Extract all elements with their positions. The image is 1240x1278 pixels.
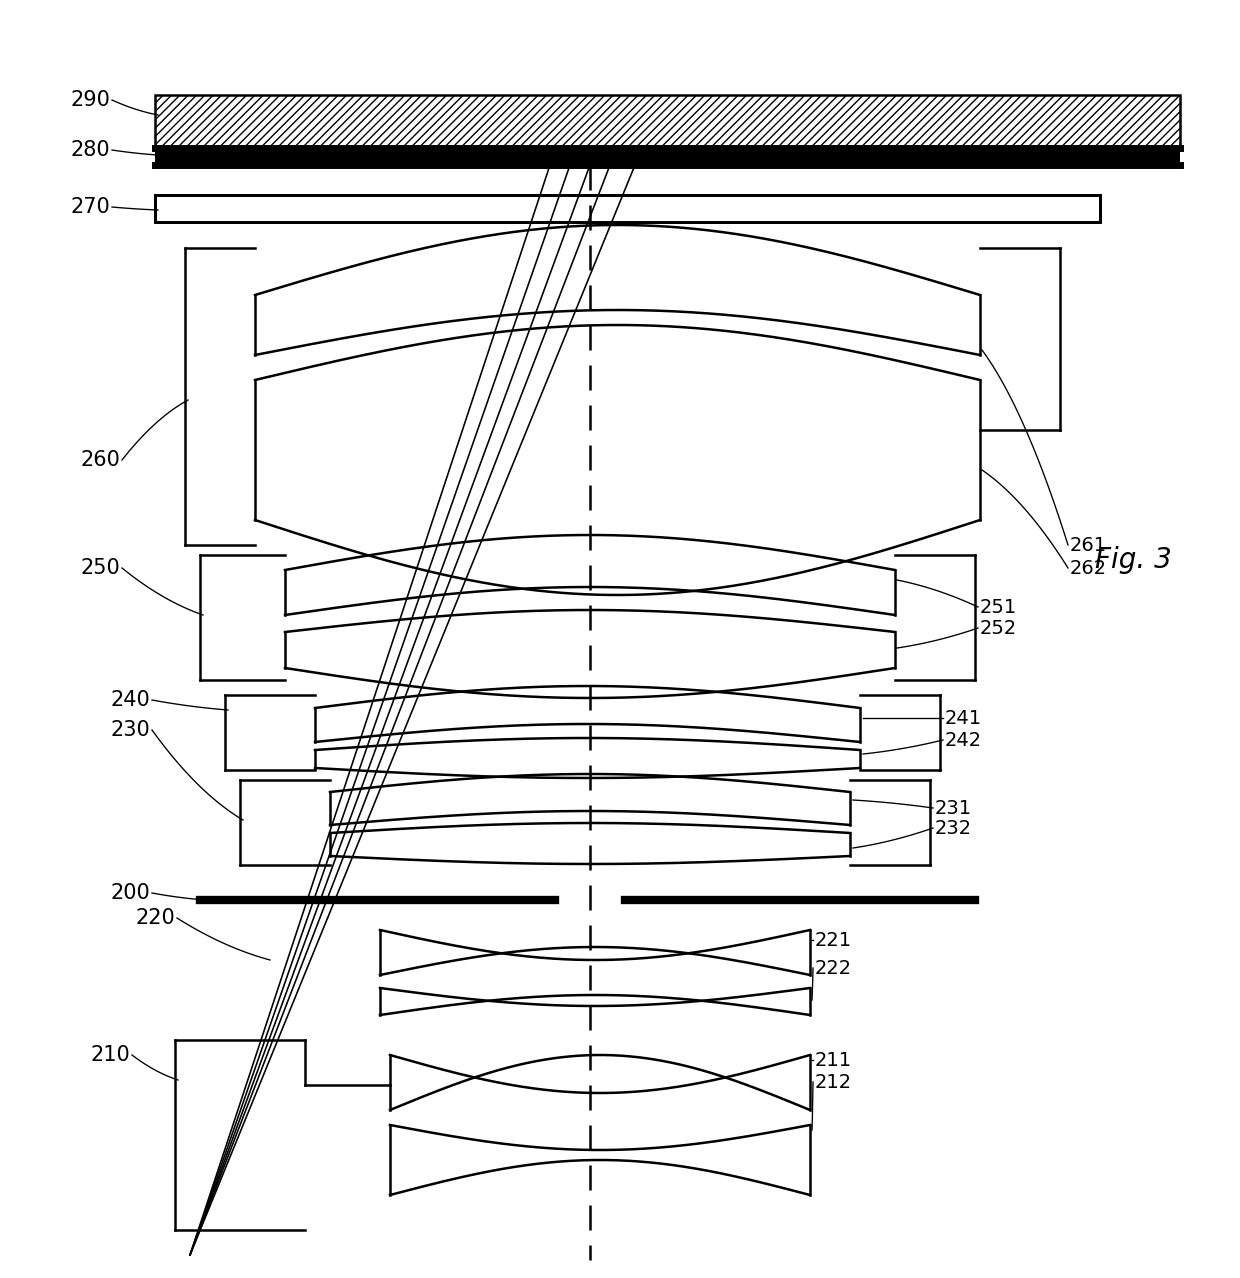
Text: 251: 251: [980, 598, 1017, 616]
Text: 261: 261: [1070, 535, 1107, 555]
Text: 230: 230: [110, 720, 150, 740]
Bar: [155, 196, 1100, 222]
Text: 290: 290: [71, 89, 110, 110]
Text: 242: 242: [945, 731, 982, 749]
Text: 270: 270: [71, 197, 110, 217]
Text: 211: 211: [815, 1051, 852, 1070]
Text: 220: 220: [135, 907, 175, 928]
Text: 241: 241: [945, 708, 982, 727]
Text: 250: 250: [81, 558, 120, 578]
Text: 252: 252: [980, 619, 1017, 638]
Bar: [155, 148, 1180, 165]
Text: 240: 240: [110, 690, 150, 711]
Text: 262: 262: [1070, 558, 1107, 578]
Text: 210: 210: [91, 1045, 130, 1065]
Text: Fig. 3: Fig. 3: [1095, 546, 1172, 574]
Text: 212: 212: [815, 1072, 852, 1091]
Text: 200: 200: [110, 883, 150, 904]
Text: 280: 280: [71, 141, 110, 160]
Bar: [155, 95, 1180, 148]
Text: 222: 222: [815, 958, 852, 978]
Text: 260: 260: [81, 450, 120, 470]
Text: 231: 231: [935, 799, 972, 818]
Text: 221: 221: [815, 930, 852, 950]
Text: 232: 232: [935, 818, 972, 837]
